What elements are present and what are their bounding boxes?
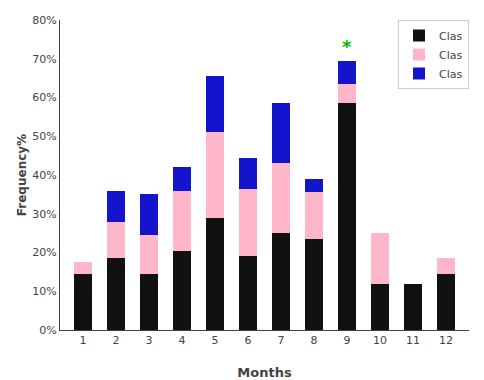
svg-text:70%: 70% — [32, 53, 56, 66]
svg-text:10: 10 — [373, 334, 387, 347]
svg-text:60%: 60% — [32, 91, 56, 104]
svg-text:Months: Months — [237, 365, 292, 380]
svg-text:8: 8 — [310, 334, 317, 347]
svg-text:2: 2 — [113, 334, 120, 347]
svg-text:Frequency%: Frequency% — [15, 134, 29, 216]
svg-text:Clas: Clas — [439, 30, 462, 43]
svg-text:Clas: Clas — [439, 68, 462, 81]
svg-text:7: 7 — [277, 334, 284, 347]
svg-text:4: 4 — [179, 334, 186, 347]
svg-text:30%: 30% — [32, 208, 56, 221]
svg-text:*: * — [342, 36, 352, 57]
svg-text:5: 5 — [212, 334, 219, 347]
svg-text:1: 1 — [80, 334, 87, 347]
svg-text:10%: 10% — [32, 285, 56, 298]
svg-text:6: 6 — [245, 334, 252, 347]
svg-text:3: 3 — [146, 334, 153, 347]
svg-text:11: 11 — [406, 334, 420, 347]
svg-text:12: 12 — [439, 334, 453, 347]
svg-text:9: 9 — [343, 334, 350, 347]
svg-text:40%: 40% — [32, 169, 56, 182]
svg-text:50%: 50% — [32, 130, 56, 143]
svg-text:Clas: Clas — [439, 49, 462, 62]
svg-text:20%: 20% — [32, 246, 56, 259]
svg-text:0%: 0% — [39, 324, 56, 337]
svg-text:80%: 80% — [32, 14, 56, 27]
